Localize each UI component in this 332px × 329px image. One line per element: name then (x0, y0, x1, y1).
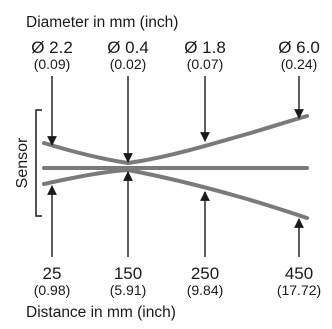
distance-label-4: 450 (285, 264, 313, 283)
diameter-label-3: Ø 1.8 (184, 38, 226, 57)
diameter-inch-label-2: (0.02) (110, 56, 147, 72)
distance-inch-label-2: (5.91) (110, 282, 147, 298)
beam-lower-edge (42, 167, 309, 220)
distance-inch-label-1: (0.98) (34, 282, 71, 298)
sensor-label: Sensor (14, 137, 31, 188)
diameter-label-2: Ø 0.4 (107, 38, 149, 57)
diameter-label-4: Ø 6.0 (278, 38, 320, 57)
diameter-inch-label-1: (0.09) (34, 56, 71, 72)
diameter-axis-title: Diameter in mm (inch) (26, 14, 178, 31)
distance-inch-label-3: (9.84) (187, 282, 224, 298)
diameter-label-1: Ø 2.2 (31, 38, 73, 57)
diameter-inch-label-3: (0.07) (187, 56, 224, 72)
beam-upper-edge (42, 114, 309, 166)
distance-label-2: 150 (114, 264, 142, 283)
diameter-inch-label-4: (0.24) (281, 56, 318, 72)
distance-label-3: 250 (191, 264, 219, 283)
sensor-bracket (35, 109, 42, 217)
distance-label-1: 25 (43, 264, 62, 283)
distance-inch-label-4: (17.72) (277, 282, 321, 298)
distance-axis-title: Distance in mm (inch) (26, 304, 176, 321)
